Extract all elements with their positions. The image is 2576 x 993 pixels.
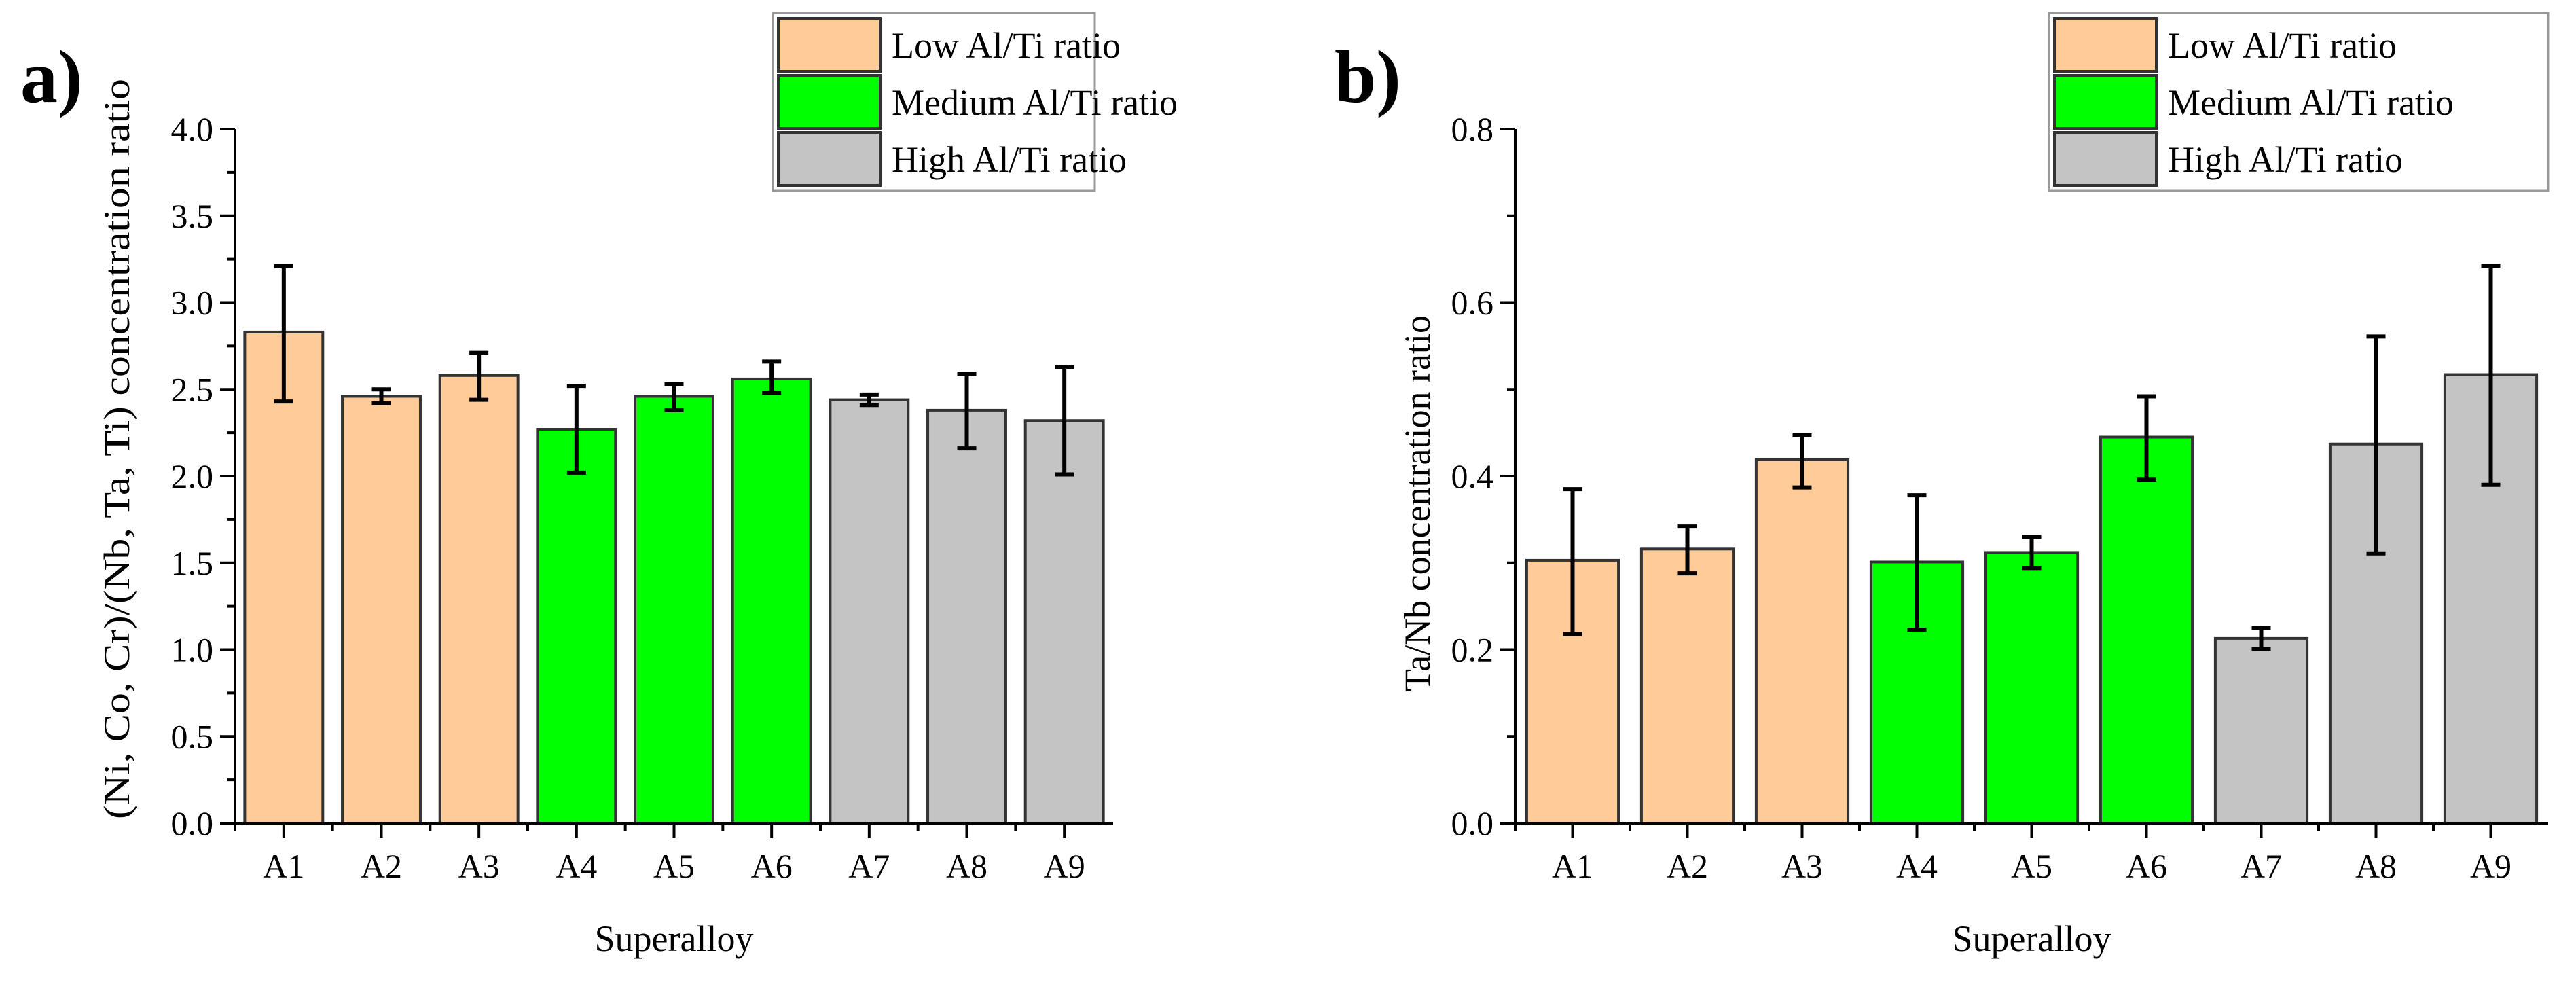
x-tick-label: A8 (2355, 847, 2397, 885)
error-bar-A4 (1907, 493, 1927, 632)
x-tick-label: A8 (946, 847, 987, 885)
x-tick-label: A5 (653, 847, 695, 885)
legend-label-medium: Medium Al/Ti ratio (892, 82, 1178, 123)
legend-swatch-medium (777, 74, 882, 130)
x-tick-label: A3 (1781, 847, 1823, 885)
bar-A6 (2099, 435, 2194, 825)
x-tick-label: A9 (2470, 847, 2511, 885)
panel-label: a) (20, 35, 83, 118)
error-bar-A4 (566, 384, 586, 475)
bar-A4 (536, 428, 617, 825)
error-bar-A1 (1563, 487, 1582, 636)
legend-label-medium: Medium Al/Ti ratio (2168, 82, 2454, 123)
legend-swatch-low (777, 17, 882, 73)
error-bar-A9 (2481, 264, 2501, 487)
legend-swatch-low (2053, 17, 2158, 73)
x-tick-label: A6 (2126, 847, 2167, 885)
bar-A2 (341, 395, 422, 825)
error-bar-A7 (2251, 626, 2271, 651)
legend-label-low: Low Al/Ti ratio (2168, 25, 2397, 66)
bar-A3 (438, 374, 520, 825)
x-tick-label: A6 (751, 847, 793, 885)
y-tick-label: 0.5 (171, 717, 214, 755)
bar-A3 (1754, 458, 1850, 825)
x-tick-label: A3 (458, 847, 500, 885)
error-bar-A6 (762, 359, 782, 395)
y-tick-label: 0.6 (1451, 284, 1494, 322)
error-bar-A2 (371, 387, 391, 405)
bar-A5 (1984, 551, 2080, 825)
y-tick-label: 0.2 (1451, 631, 1494, 669)
panel-label: b) (1335, 35, 1401, 118)
x-tick-label: A5 (2011, 847, 2052, 885)
x-tick-label: A4 (1896, 847, 1938, 885)
legend-swatch-medium (2053, 74, 2158, 130)
error-bar-A3 (469, 350, 489, 402)
y-tick-label: 0.0 (1451, 804, 1494, 842)
y-tick-label: 3.0 (171, 284, 214, 322)
y-tick-label: 0.8 (1451, 110, 1494, 148)
y-axis-label: (Ni, Co, Cr)/(Nb, Ta, Ti) concentration … (96, 79, 137, 819)
error-bar-A8 (957, 372, 977, 451)
error-bar-A9 (1055, 365, 1074, 477)
chart-b: b) A1 A2 A3 A4 A5 A6 A7 A8 A9 0.0 0.2 0.4 0.6 0.8 Super… (1335, 12, 2550, 959)
error-bar-A1 (274, 264, 293, 404)
error-bar-A5 (2022, 535, 2042, 571)
x-tick-label: A4 (556, 847, 597, 885)
error-bar-A2 (1677, 524, 1697, 576)
legend-label-high: High Al/Ti ratio (892, 139, 1127, 180)
bar-A5 (634, 395, 714, 825)
bar-A9 (1023, 419, 1105, 825)
bar-A1 (243, 330, 325, 825)
x-tick-label: A7 (848, 847, 890, 885)
y-tick-label: 2.0 (171, 457, 214, 495)
legend-label-high: High Al/Ti ratio (2168, 139, 2403, 180)
y-tick-label: 3.5 (171, 197, 214, 235)
x-tick-label: A1 (263, 847, 304, 885)
bar-A8 (926, 408, 1007, 825)
chart-a: a) A1 A2 A3 A4 A5 A6 A7 A8 A9 0.0 0.5 1.0 1.5 2.0 2.5 3.… (20, 12, 1178, 959)
legend-label-low: Low Al/Ti ratio (892, 25, 1121, 66)
bar-A6 (731, 377, 812, 825)
legend-swatch-high (777, 131, 882, 187)
x-tick-label: A7 (2241, 847, 2282, 885)
x-tick-label: A2 (361, 847, 402, 885)
x-tick-label: A1 (1552, 847, 1593, 885)
legend: Low Al/Ti ratio Medium Al/Ti ratio High Al… (2048, 12, 2550, 192)
y-tick-label: 0.4 (1451, 457, 1494, 495)
bar-A7 (2213, 636, 2309, 825)
x-tick-label: A9 (1044, 847, 1085, 885)
error-bar-A5 (664, 382, 684, 412)
y-tick-label: 2.5 (171, 370, 214, 408)
error-bar-A3 (1792, 433, 1812, 490)
y-tick-label: 4.0 (171, 110, 214, 148)
y-tick-label: 1.5 (171, 544, 214, 582)
legend-swatch-high (2053, 131, 2158, 187)
x-axis-label: Superalloy (595, 918, 754, 959)
error-bar-A6 (2137, 394, 2156, 482)
bar-A2 (1639, 547, 1735, 825)
y-tick-label: 1.0 (171, 631, 214, 669)
bar-A7 (829, 398, 910, 825)
legend: Low Al/Ti ratio Medium Al/Ti ratio High Al… (772, 12, 1178, 192)
y-tick-label: 0.0 (171, 804, 214, 842)
y-axis-label: Ta/Nb concentration ratio (1397, 315, 1438, 691)
error-bar-A7 (859, 392, 879, 408)
x-tick-label: A2 (1667, 847, 1708, 885)
error-bar-A8 (2366, 334, 2386, 556)
x-axis-label: Superalloy (1953, 918, 2111, 959)
